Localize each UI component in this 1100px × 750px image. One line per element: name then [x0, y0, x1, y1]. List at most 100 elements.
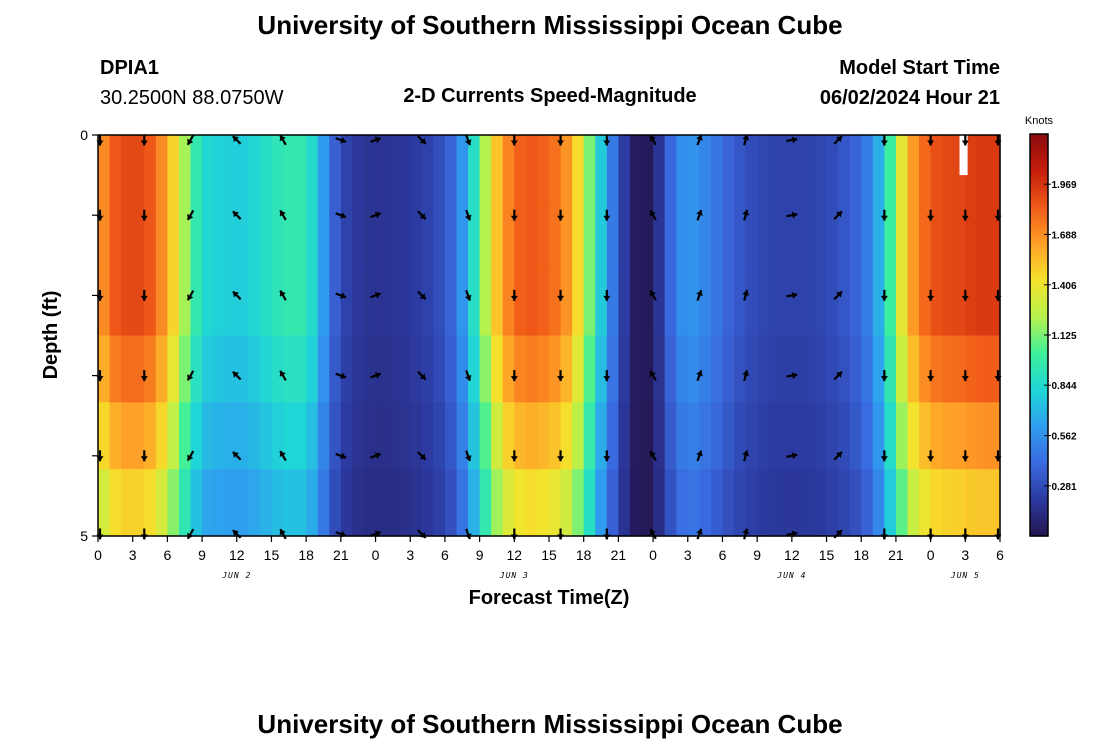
heatmap-cell: [387, 268, 400, 337]
heatmap-cell: [259, 402, 273, 470]
heatmap-cell: [595, 201, 608, 270]
model-start-label: Model Start Time: [839, 57, 1000, 79]
vector-head: [140, 376, 148, 382]
vector-head: [880, 140, 888, 146]
colorbar-segment: [1030, 522, 1048, 525]
heatmap-cell: [664, 469, 677, 537]
colorbar-tick-label: 1.969: [1051, 180, 1076, 191]
heatmap-cell: [271, 402, 284, 470]
heatmap-cell: [664, 201, 677, 270]
colorbar-segment: [1030, 220, 1048, 223]
heatmap-cell: [745, 135, 758, 203]
current-vector-arrow: [961, 450, 969, 462]
vector-head: [791, 452, 798, 460]
current-vector-arrow: [742, 134, 750, 146]
heatmap-cell: [375, 469, 388, 537]
heatmap-cell: [479, 135, 492, 203]
heatmap-cell: [98, 135, 111, 203]
heatmap-cell: [444, 335, 458, 403]
heatmap-cell: [514, 469, 527, 537]
heatmap-cell: [98, 335, 111, 403]
chart-subtitle: 2-D Currents Speed-Magnitude: [403, 85, 697, 107]
heatmap-cell: [155, 335, 168, 403]
heatmap-cell: [375, 402, 388, 470]
heatmap-cell: [803, 135, 816, 203]
date-label: JUN 2: [221, 571, 251, 580]
vector-head: [880, 456, 888, 462]
current-vector-arrow: [232, 451, 242, 461]
current-vector-arrow: [417, 290, 427, 301]
heatmap-cell: [398, 201, 411, 270]
colorbar-segment: [1030, 340, 1048, 343]
current-vector-arrow: [279, 528, 287, 540]
heatmap-cell: [121, 201, 134, 270]
current-vector-arrow: [833, 370, 843, 381]
heatmap-cell: [560, 201, 573, 270]
heatmap-cell: [572, 201, 585, 270]
heatmap-cell: [294, 335, 307, 403]
heatmap-cell: [283, 335, 296, 403]
heatmap-cell: [861, 469, 874, 537]
vector-head: [510, 140, 518, 146]
vector-head: [880, 215, 888, 221]
colorbar-segment: [1030, 460, 1048, 463]
x-tick-label: 0: [94, 547, 102, 563]
heatmap-cell: [144, 268, 157, 337]
heatmap-cell: [317, 469, 330, 537]
heatmap-cell: [861, 201, 874, 270]
heatmap-cell: [722, 201, 735, 270]
vector-head: [649, 135, 656, 142]
vector-head: [961, 295, 969, 301]
vector-head: [140, 456, 148, 462]
x-tick-label: 18: [853, 547, 869, 563]
colorbar-segment: [1030, 244, 1048, 247]
vector-head: [791, 291, 798, 299]
colorbar-segment: [1030, 204, 1048, 207]
heatmap-cell: [676, 335, 689, 403]
current-vector-arrow: [649, 290, 657, 301]
heatmap-cell: [398, 268, 411, 337]
vector-head: [140, 295, 148, 301]
current-vector-arrow: [369, 211, 382, 219]
colorbar-segment: [1030, 346, 1048, 349]
x-tick-label: 9: [198, 547, 206, 563]
colorbar-segment: [1030, 144, 1048, 147]
heatmap-cell: [549, 469, 562, 537]
current-vector-arrow: [369, 136, 382, 144]
vector-head: [696, 528, 703, 535]
heatmap-cell: [907, 469, 920, 537]
heatmap-cell: [953, 402, 966, 470]
x-tick-label: 3: [406, 547, 414, 563]
heatmap-cell: [121, 335, 134, 403]
heatmap-cell: [121, 402, 134, 470]
heatmap-cell: [965, 402, 978, 470]
colorbar-segment: [1030, 180, 1048, 183]
colorbar-segment: [1030, 314, 1048, 317]
heatmap-cell: [942, 135, 955, 203]
axes: 0 3 6 9 12 15 18 21 0 3 6 9 12 15 18 21 0 3 6 9 12 15 18 21 0 3 6 J…: [80, 127, 1004, 580]
colorbar-segment: [1030, 518, 1048, 521]
vector-head: [187, 374, 194, 381]
colorbar-segment: [1030, 198, 1048, 201]
current-vector-arrow: [279, 370, 287, 381]
current-vector-arrow: [696, 209, 703, 221]
heatmap-cell: [352, 135, 365, 203]
heatmap-cell: [109, 402, 122, 470]
vector-head: [340, 136, 347, 144]
heatmap-cell: [780, 268, 793, 337]
heatmap-cell: [629, 268, 643, 337]
colorbar-segment: [1030, 158, 1048, 161]
heatmap-cell: [757, 268, 770, 337]
vector-head: [603, 376, 611, 382]
vector-head: [232, 371, 239, 378]
heatmap-cell: [757, 135, 770, 203]
heatmap-cell: [791, 335, 805, 403]
colorbar-segment: [1030, 344, 1048, 347]
vector-head: [510, 295, 518, 301]
heatmap-cell: [525, 335, 539, 403]
heatmap-cell: [537, 201, 550, 270]
heatmap-cell: [653, 469, 666, 537]
colorbar-segment: [1030, 142, 1048, 145]
heatmap-cell: [479, 268, 492, 337]
heatmap-cell: [514, 135, 527, 203]
